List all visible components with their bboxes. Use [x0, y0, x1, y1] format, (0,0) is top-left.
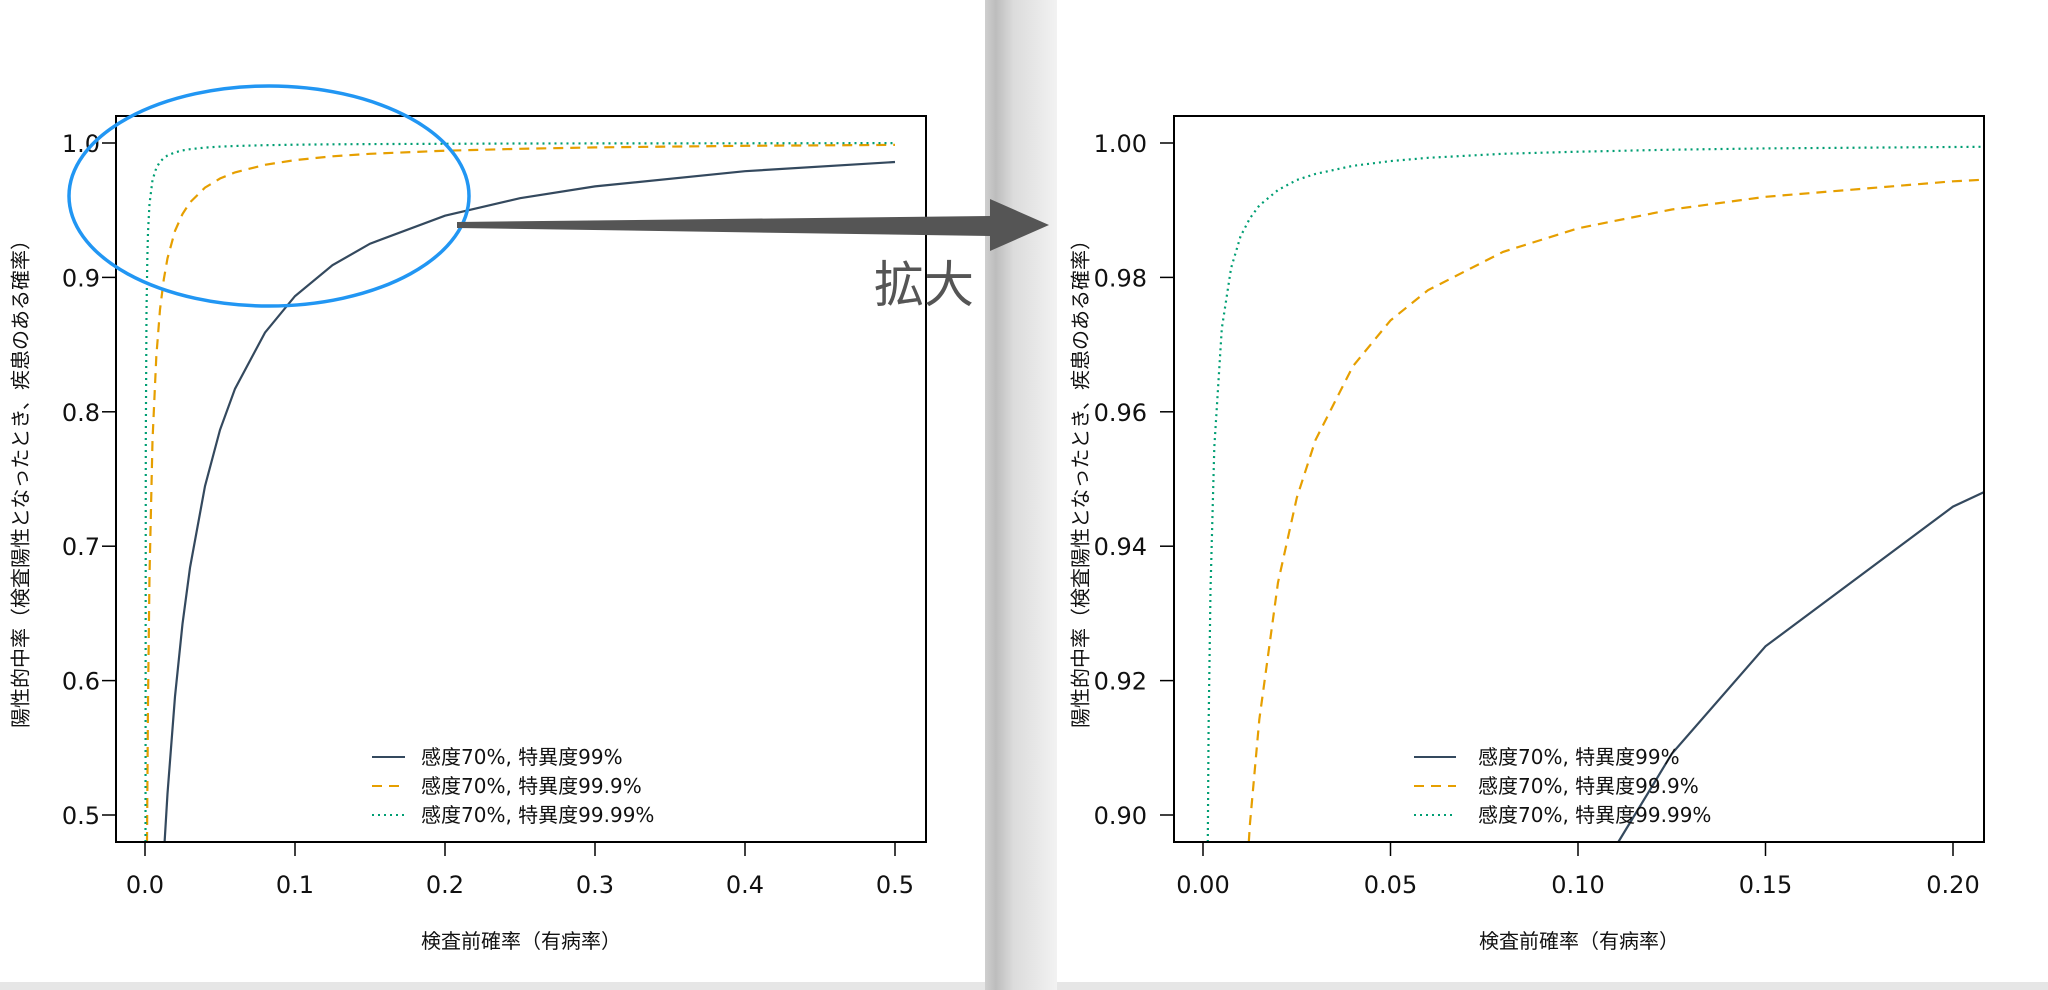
- series-line-1: [163, 160, 896, 843]
- legend-label-3: 感度70%, 特異度99.99%: [1478, 803, 1711, 827]
- chart-full-range: 0.0 0.1 0.2 0.3 0.4 0.50.50.60.70.80.91.0検査前確…: [9, 115, 927, 953]
- y-axis-title: 陽性的中率（検査陽性となったとき、疾患のある確率）: [9, 230, 33, 728]
- right-chart-panel: [1057, 0, 2048, 982]
- legend-label-1: 感度70%, 特異度99%: [421, 745, 623, 769]
- x-tick-label: 0.2: [426, 871, 464, 899]
- y-tick-label: 0.7: [62, 533, 100, 561]
- panel-divider: [985, 0, 1057, 990]
- x-tick-label: 0.10: [1551, 871, 1604, 899]
- series-line-1: [1617, 491, 1985, 843]
- y-tick-label: 0.96: [1094, 399, 1147, 427]
- zoom-arrow-icon: [457, 199, 1049, 251]
- series-line-3: [1206, 145, 1985, 843]
- plot-frame: [1173, 115, 1985, 843]
- x-tick-label: 0.00: [1176, 871, 1229, 899]
- y-tick-label: 0.92: [1094, 668, 1147, 696]
- y-tick-label: 0.8: [62, 399, 100, 427]
- x-tick-label: 0.0: [126, 871, 164, 899]
- y-tick-label: 0.9: [62, 264, 100, 292]
- series-line-2: [1247, 178, 1985, 843]
- legend-label-2: 感度70%, 特異度99.9%: [1478, 774, 1699, 798]
- left-chart-panel: [0, 0, 985, 982]
- legend-label-1: 感度70%, 特異度99%: [1478, 745, 1680, 769]
- legend-label-3: 感度70%, 特異度99.99%: [421, 803, 654, 827]
- series-line-2: [145, 143, 896, 843]
- y-tick-label: 0.98: [1094, 264, 1147, 292]
- legend-label-2: 感度70%, 特異度99.9%: [421, 774, 642, 798]
- legend: 感度70%, 特異度99% 感度70%, 特異度99.9% 感度70%, 特異度99…: [372, 745, 654, 827]
- y-tick-label: 1.00: [1094, 130, 1147, 158]
- legend: 感度70%, 特異度99% 感度70%, 特異度99.9% 感度70%, 特異度99…: [1414, 745, 1711, 827]
- x-tick-label: 0.15: [1739, 871, 1792, 899]
- x-tick-label: 0.4: [726, 871, 764, 899]
- y-tick-label: 0.6: [62, 668, 100, 696]
- y-axis-title: 陽性的中率（検査陽性となったとき、疾患のある確率）: [1069, 230, 1093, 728]
- x-axis-title: 検査前確率（有病率）: [1479, 929, 1679, 953]
- series-line-3: [144, 142, 896, 843]
- y-tick-label: 0.90: [1094, 802, 1147, 830]
- x-tick-label: 0.1: [276, 871, 314, 899]
- y-tick-label: 0.5: [62, 802, 100, 830]
- x-tick-label: 0.3: [576, 871, 614, 899]
- zoom-label: 拡大: [874, 256, 974, 314]
- y-tick-label: 0.94: [1094, 533, 1147, 561]
- x-axis-title: 検査前確率（有病率）: [421, 929, 621, 953]
- chart-zoomed-range: 0.00 0.05 0.10 0.15 0.20 0.90 0.92 0.94 0.96 0.98…: [1069, 115, 1985, 953]
- x-tick-label: 0.20: [1926, 871, 1979, 899]
- highlight-ellipse: [67, 84, 471, 308]
- x-tick-label: 0.05: [1364, 871, 1417, 899]
- x-tick-label: 0.5: [876, 871, 914, 899]
